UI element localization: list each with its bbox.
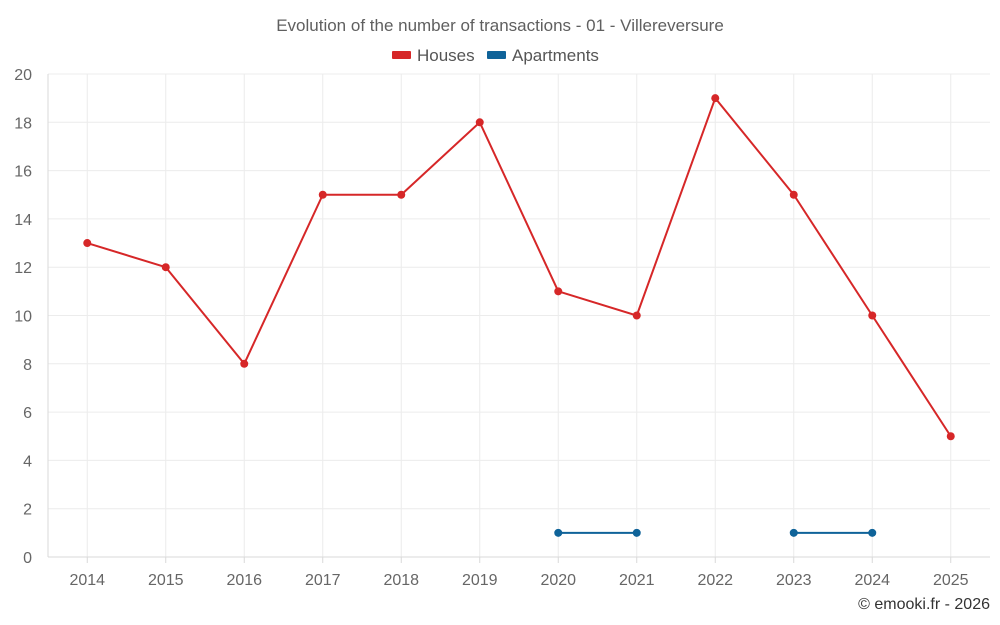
y-tick-label: 12 — [14, 260, 32, 277]
x-tick-label: 2025 — [933, 572, 969, 589]
legend-item-houses[interactable]: Houses — [392, 46, 475, 65]
legend-item-apartments[interactable]: Apartments — [487, 46, 599, 65]
y-tick-label: 4 — [23, 453, 32, 470]
x-tick-label: 2023 — [776, 572, 812, 589]
data-point-apartments-2021[interactable] — [632, 528, 641, 537]
legend-swatch-houses — [392, 51, 411, 59]
series-apartments — [554, 528, 877, 537]
x-tick-label: 2016 — [226, 572, 262, 589]
data-point-houses-2019[interactable] — [475, 118, 484, 127]
data-point-houses-2017[interactable] — [318, 190, 327, 199]
x-tick-label: 2015 — [148, 572, 184, 589]
data-point-houses-2021[interactable] — [632, 311, 641, 320]
y-tick-label: 18 — [14, 115, 32, 132]
y-tick-label: 16 — [14, 164, 32, 181]
chart-credit: © emooki.fr - 2026 — [858, 596, 990, 613]
data-point-apartments-2020[interactable] — [554, 528, 563, 537]
data-point-apartments-2024[interactable] — [868, 528, 877, 537]
x-tick-label: 2020 — [540, 572, 576, 589]
data-point-houses-2018[interactable] — [397, 190, 406, 199]
y-tick-label: 8 — [23, 357, 32, 374]
y-tick-label: 14 — [14, 212, 32, 229]
data-point-houses-2024[interactable] — [868, 311, 877, 320]
chart-legend: Houses Apartments — [392, 46, 599, 65]
data-point-houses-2014[interactable] — [83, 239, 92, 248]
x-tick-label: 2014 — [69, 572, 105, 589]
data-point-houses-2022[interactable] — [711, 94, 720, 103]
legend-label-apartments: Apartments — [512, 46, 599, 65]
y-axis-ticks: 0 2 4 6 8 10 12 14 16 18 20 — [14, 67, 32, 567]
y-tick-label: 6 — [23, 405, 32, 422]
y-tick-label: 0 — [23, 550, 32, 567]
chart-grid — [48, 73, 990, 558]
legend-label-houses: Houses — [417, 46, 475, 65]
legend-swatch-apartments — [487, 51, 506, 59]
chart-axes — [47, 74, 990, 558]
data-point-houses-2016[interactable] — [240, 359, 249, 368]
data-point-houses-2015[interactable] — [161, 263, 170, 272]
series-line-houses — [86, 97, 952, 437]
data-point-apartments-2023[interactable] — [789, 528, 798, 537]
x-tick-label: 2021 — [619, 572, 655, 589]
y-tick-label: 20 — [14, 67, 32, 84]
x-tick-label: 2017 — [305, 572, 341, 589]
x-tick-label: 2022 — [697, 572, 733, 589]
data-point-houses-2023[interactable] — [789, 190, 798, 199]
x-tick-label: 2024 — [854, 572, 890, 589]
x-axis-ticks: 2014 2015 2016 2017 2018 2019 2020 2021 2022 2023… — [69, 557, 969, 589]
y-tick-label: 10 — [14, 309, 32, 326]
x-tick-label: 2019 — [462, 572, 498, 589]
series-houses — [83, 94, 955, 441]
chart-title: Evolution of the number of transactions … — [276, 16, 724, 35]
chart-series — [83, 94, 955, 537]
data-point-houses-2025[interactable] — [946, 432, 955, 441]
data-point-houses-2020[interactable] — [554, 287, 563, 296]
x-tick-label: 2018 — [383, 572, 419, 589]
y-tick-label: 2 — [23, 502, 32, 519]
